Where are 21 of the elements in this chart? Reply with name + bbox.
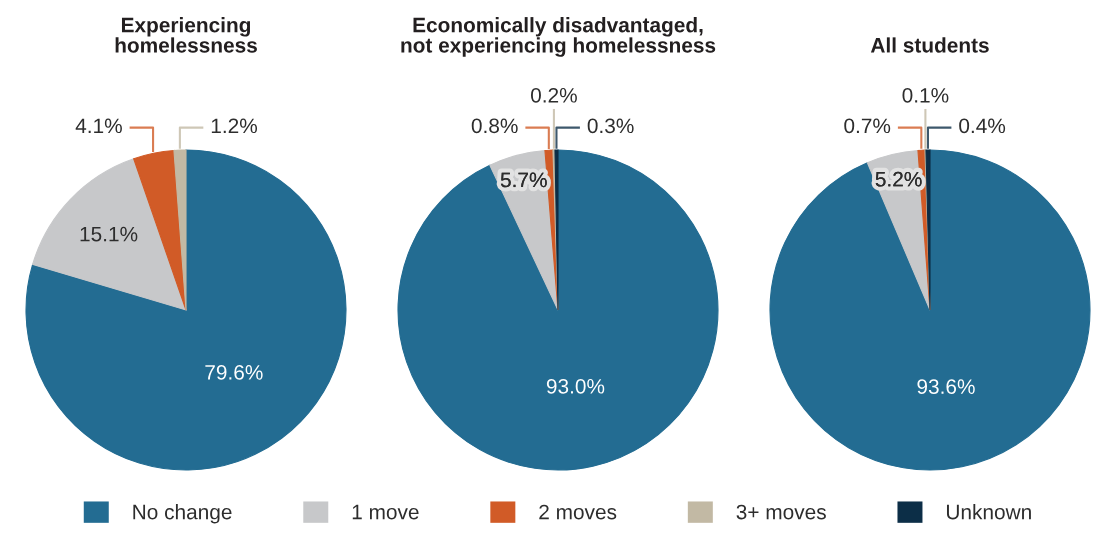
data-label: 0.2% [530, 87, 577, 103]
legend-label: 2 moves [539, 504, 617, 520]
legend-label: 3+ moves [736, 504, 826, 520]
slice-label: All students [870, 37, 989, 53]
slice-label: Economically disadvantaged, not experiencing homelessness [401, 17, 716, 57]
data-label: 0.1% [902, 87, 949, 103]
legend-label: Unknown [946, 504, 1031, 520]
data-label: 93.0% [546, 378, 605, 394]
data-label: 1.2% [211, 118, 258, 134]
data-label: 0.4% [959, 118, 1006, 134]
data-label: 0.3% [587, 118, 634, 134]
data-label: 93.6% [917, 379, 975, 394]
legend-label: No change [133, 504, 232, 524]
data-label: 0.8% [471, 118, 518, 134]
data-label: 4.1% [75, 118, 122, 134]
data-label: 15.1% [80, 226, 138, 242]
slice-label: Experiencing homelessness [115, 17, 257, 53]
legend-label: 1 move [352, 504, 419, 520]
data-label: 79.6% [205, 364, 263, 380]
data-label: 0.7% [844, 118, 891, 134]
data-label: 5.7% [500, 172, 547, 188]
